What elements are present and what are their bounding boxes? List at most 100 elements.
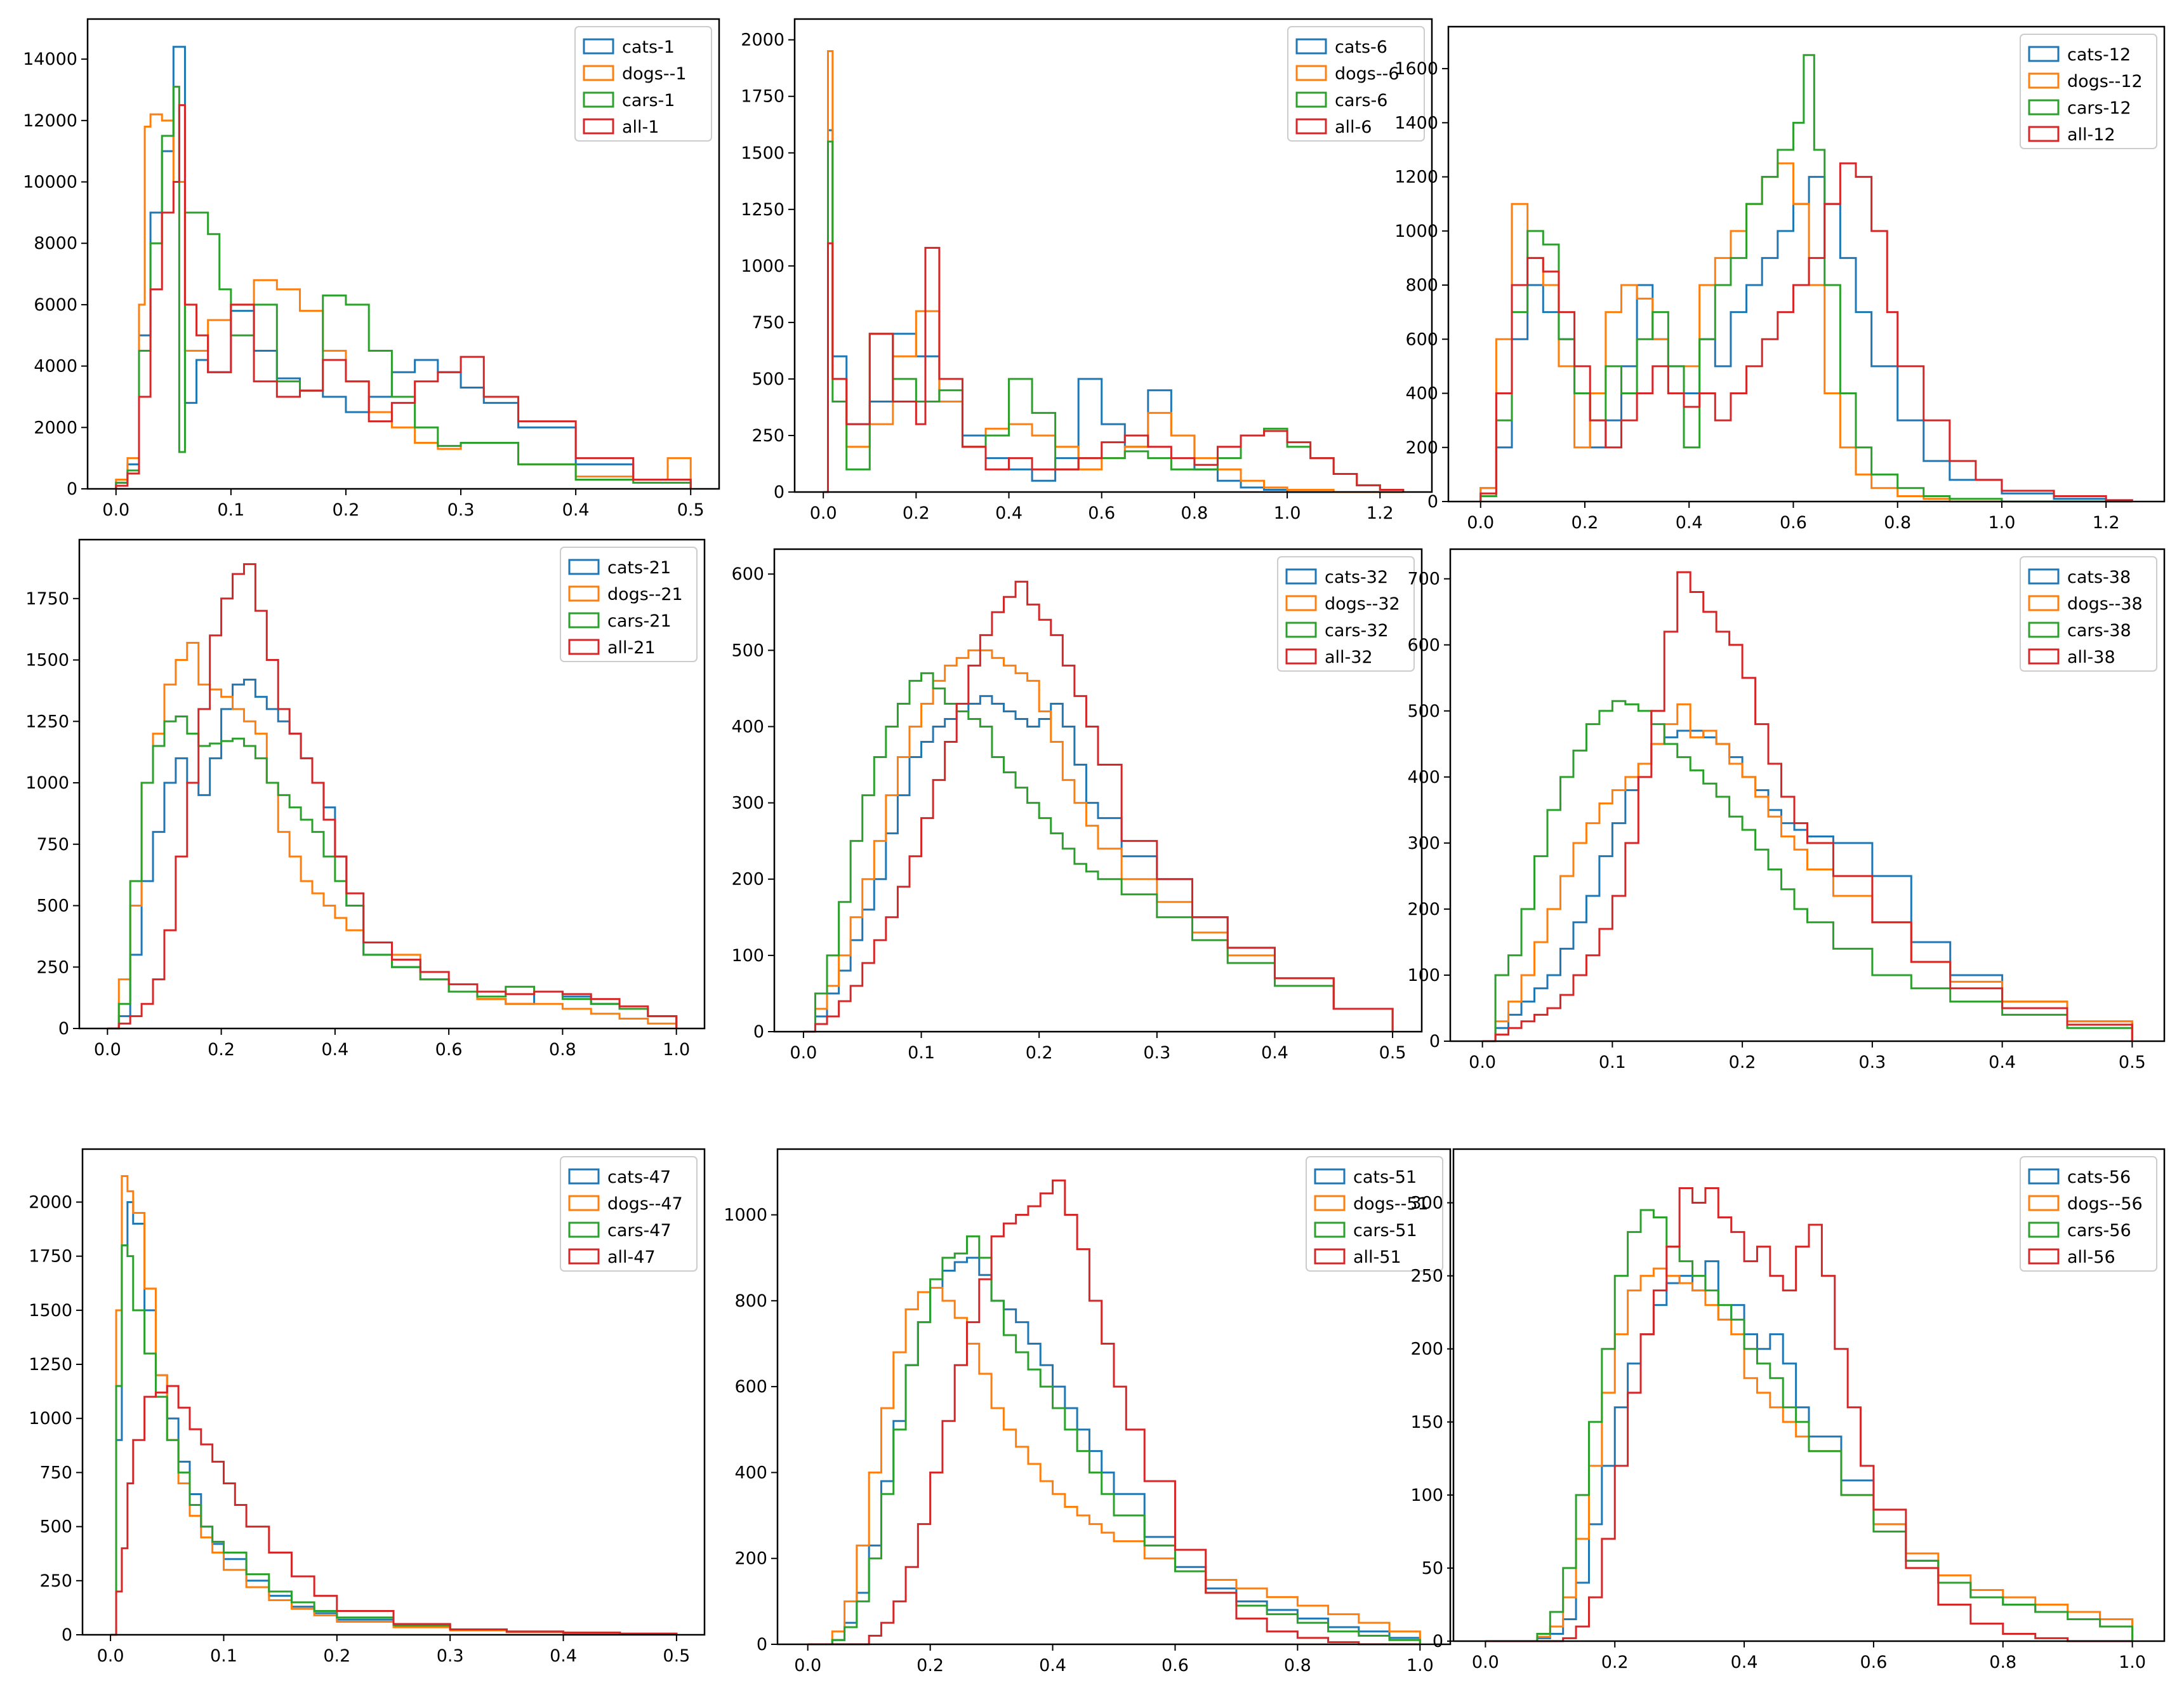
y-tick-label: 200 [1410, 1340, 1443, 1359]
x-tick-label: 1.2 [2093, 513, 2120, 533]
x-tick-label: 0.8 [1284, 1656, 1311, 1675]
y-tick-label: 50 [1422, 1559, 1443, 1578]
y-tick-label: 200 [734, 1549, 767, 1569]
x-tick-label: 0.1 [210, 1646, 237, 1666]
x-tick-label: 0.2 [332, 500, 359, 520]
x-tick-label: 0.6 [1780, 513, 1807, 533]
series-step-all [115, 104, 692, 489]
legend-label-cars: cars-32 [1325, 621, 1389, 641]
y-tick-label: 1750 [25, 589, 69, 609]
legend-swatch-cats [1285, 568, 1317, 585]
x-tick-label: 0.0 [790, 1043, 817, 1063]
legend-swatch-dogs [2028, 595, 2060, 611]
y-tick-label: 100 [1407, 966, 1440, 985]
y-tick-label: 1250 [29, 1355, 72, 1374]
x-tick-label: 0.5 [2119, 1053, 2146, 1072]
x-tick-label: 0.6 [435, 1040, 463, 1060]
y-tick-label: 0 [58, 1019, 69, 1039]
legend-swatch-cats [2028, 1168, 2060, 1185]
series-step-dogs [807, 1287, 1421, 1646]
legend-label-cars: cars-21 [607, 611, 672, 631]
x-tick-label: 0.2 [903, 503, 930, 523]
x-tick-label: 0.1 [1599, 1053, 1626, 1072]
legend-swatch-dogs [1285, 595, 1317, 611]
y-tick-label: 0 [1433, 1632, 1443, 1651]
legend-swatch-dogs [2028, 72, 2060, 89]
y-tick-label: 250 [39, 1571, 72, 1591]
y-tick-label: 800 [734, 1291, 767, 1311]
x-tick-label: 0.3 [437, 1646, 464, 1666]
legend-label-all: all-38 [2067, 648, 2115, 667]
legend-label-all: all-56 [2067, 1248, 2115, 1267]
legend-swatch-dogs [568, 585, 600, 602]
x-tick-label: 0.6 [1161, 1656, 1189, 1675]
legend-label-cars: cars-56 [2067, 1221, 2131, 1241]
y-tick-label: 500 [751, 369, 784, 389]
legend-label-cats: cats-51 [1353, 1168, 1417, 1187]
legend-label-all: all-6 [1335, 117, 1372, 137]
legend-label-all: all-47 [607, 1248, 656, 1267]
y-tick-label: 500 [39, 1517, 72, 1537]
series-step-cars [803, 672, 1394, 1033]
x-tick-label: 0.5 [663, 1646, 690, 1666]
legend-swatch-cats [1314, 1168, 1346, 1185]
histogram-panel-5: 0.0 0.1 0.2 0.3 0.4 0.5 0 100 200 300 400 500 600 cat… [731, 548, 1423, 1063]
y-tick-label: 750 [39, 1463, 72, 1482]
x-tick-label: 0.1 [217, 500, 244, 520]
legend-swatch-all [2028, 648, 2060, 665]
legend-label-cars: cars-12 [2067, 98, 2131, 118]
legend-label-cars: cars-51 [1353, 1221, 1417, 1241]
y-tick-label: 250 [1410, 1267, 1443, 1286]
legend-label-dogs: dogs--56 [2067, 1194, 2143, 1214]
x-tick-label: 1.2 [1367, 503, 1394, 523]
y-tick-label: 4000 [34, 357, 77, 376]
y-tick-label: 400 [734, 1463, 767, 1482]
legend-label-cats: cats-21 [607, 558, 671, 578]
axes-frame [81, 1148, 706, 1636]
x-tick-label: 0.8 [1989, 1653, 2016, 1672]
series-step-cats [1482, 729, 2133, 1042]
y-tick-label: 6000 [34, 295, 77, 315]
series-step-cars [115, 86, 692, 489]
y-tick-label: 1500 [29, 1301, 72, 1321]
legend-label-all: all-51 [1353, 1248, 1401, 1267]
y-tick-label: 500 [1407, 702, 1440, 721]
axes-frame [1449, 548, 2166, 1042]
axes-frame [776, 1148, 1452, 1646]
x-tick-label: 0.4 [1039, 1656, 1066, 1675]
legend-label-cars: cars-47 [607, 1221, 672, 1241]
y-tick-label: 8000 [34, 234, 77, 253]
series-step-cats [823, 129, 1403, 493]
histogram-panel-3: 0.0 0.2 0.4 0.6 0.8 1.0 1.2 0 200 400 600 800 1000 12… [1394, 25, 2166, 533]
legend-label-cars: cars-38 [2067, 621, 2131, 641]
x-tick-label: 0.4 [550, 1646, 577, 1666]
legend-swatch-cars [2028, 622, 2060, 638]
legend-label-cats: cats-38 [2067, 568, 2131, 587]
legend-label-cats: cats-47 [607, 1168, 671, 1187]
legend-label-dogs: dogs--21 [607, 585, 683, 604]
y-tick-label: 600 [731, 564, 764, 584]
legend-swatch-dogs [568, 1195, 600, 1211]
legend: cats-47 dogs--47 cars-47 all-47 [560, 1156, 698, 1272]
legend-swatch-all [2028, 126, 2060, 142]
x-tick-label: 0.4 [321, 1040, 348, 1060]
x-tick-label: 0.5 [677, 500, 705, 520]
legend-label-cats: cats-32 [1325, 568, 1388, 587]
legend-swatch-all [1295, 118, 1327, 135]
legend: cats-21 dogs--21 cars-21 all-21 [560, 547, 698, 662]
series-step-cats [1479, 176, 2133, 502]
y-tick-label: 400 [731, 717, 764, 736]
y-tick-label: 750 [751, 313, 784, 333]
legend: cats-6 dogs--6 cars-6 all-6 [1287, 26, 1425, 142]
legend-swatch-cars [1314, 1221, 1346, 1238]
series-step-cars [1485, 1209, 2134, 1642]
legend: cats-12 dogs--12 cars-12 all-12 [2020, 34, 2157, 149]
x-tick-label: 0.4 [1989, 1053, 2016, 1072]
histogram-panel-9: 0.0 0.2 0.4 0.6 0.8 1.0 0 50 100 150 200 250 300 cats… [1410, 1148, 2166, 1672]
x-tick-label: 0.0 [94, 1040, 121, 1060]
legend-swatch-cars [2028, 99, 2060, 116]
series-step-dogs [803, 649, 1394, 1033]
x-tick-label: 0.4 [1676, 513, 1703, 533]
y-tick-label: 1200 [1394, 168, 1438, 187]
series-step-all [803, 580, 1394, 1033]
